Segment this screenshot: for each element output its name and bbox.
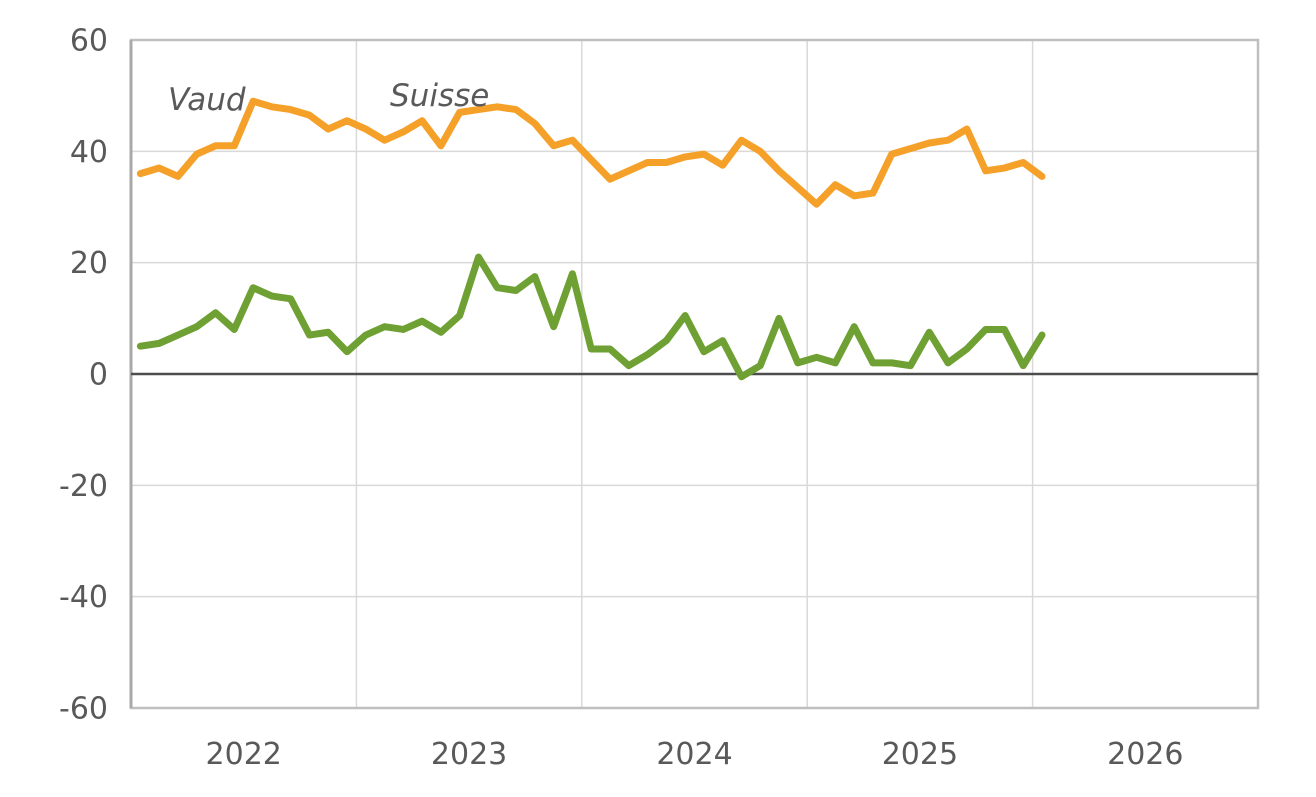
series-layer (136, 97, 1046, 381)
y-axis-tick-label: -40 (59, 580, 108, 615)
y-axis-tick-label: 40 (70, 135, 108, 170)
y-axis-tick-label: 60 (70, 24, 108, 59)
vaud-series-label: Vaud (168, 82, 246, 118)
x-axis-year-label: 2024 (656, 737, 732, 772)
y-axis-tick-label: -20 (59, 469, 108, 504)
y-axis-tick-label: -60 (59, 692, 108, 727)
gridlines-layer (129, 38, 1260, 710)
y-axis-tick-label: 0 (89, 358, 108, 393)
suisse-series-label: Suisse (390, 78, 489, 114)
x-axis-year-label: 2022 (206, 737, 282, 772)
x-axis-year-label: 2026 (1107, 737, 1183, 772)
y-axis-tick-label: 20 (70, 246, 108, 281)
x-axis-year-label: 2023 (431, 737, 507, 772)
x-axis-year-label: 2025 (882, 737, 958, 772)
suisse-series-line (136, 97, 1046, 208)
vaud-series-line (136, 253, 1046, 381)
axis-labels-layer: 60 40 20 0 -20 -40 -60 2022 2023 2024 2025 2026 (59, 24, 1183, 773)
